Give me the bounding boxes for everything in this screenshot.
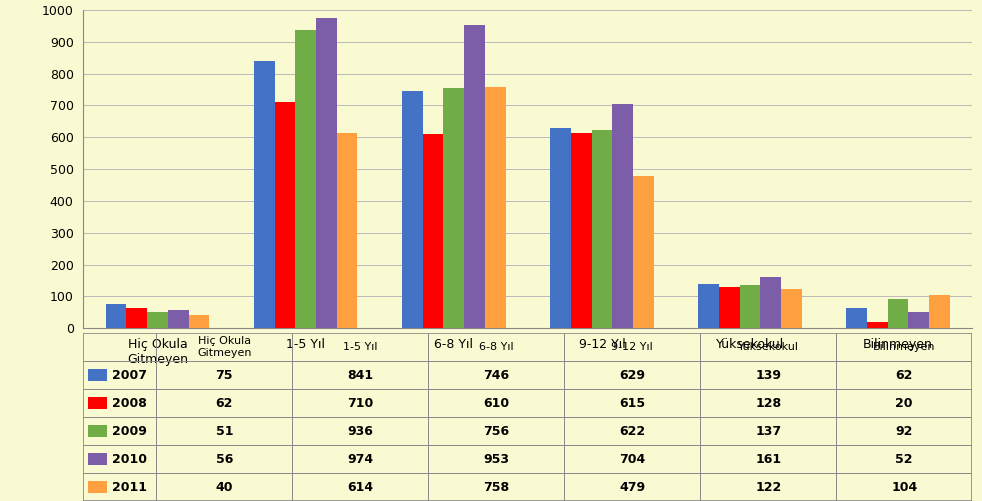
Text: 710: 710 bbox=[348, 397, 373, 410]
Bar bbox=[87, 425, 107, 437]
Text: 758: 758 bbox=[483, 480, 510, 493]
Text: 161: 161 bbox=[755, 452, 782, 465]
Bar bbox=[464, 25, 485, 328]
Text: 137: 137 bbox=[755, 424, 782, 437]
Text: 746: 746 bbox=[483, 369, 510, 382]
Text: 1-5 Yıl: 1-5 Yıl bbox=[343, 342, 377, 352]
Text: 122: 122 bbox=[755, 480, 782, 493]
Text: 953: 953 bbox=[483, 452, 510, 465]
Text: Hiç Okula
Gitmeyen: Hiç Okula Gitmeyen bbox=[197, 336, 251, 358]
Text: 974: 974 bbox=[348, 452, 373, 465]
Text: 479: 479 bbox=[620, 480, 645, 493]
Bar bbox=[189, 316, 209, 328]
Text: 9-12 Yıl: 9-12 Yıl bbox=[612, 342, 653, 352]
Bar bbox=[316, 19, 337, 328]
Bar bbox=[888, 299, 908, 328]
Text: 704: 704 bbox=[619, 452, 645, 465]
Text: Bilinmeyen: Bilinmeyen bbox=[873, 342, 936, 352]
Text: 2010: 2010 bbox=[112, 452, 146, 465]
Bar bbox=[275, 102, 296, 328]
Text: Yüksekokul: Yüksekokul bbox=[737, 342, 798, 352]
Bar bbox=[719, 288, 739, 328]
Bar bbox=[485, 87, 506, 328]
Text: 20: 20 bbox=[896, 397, 913, 410]
Text: 52: 52 bbox=[896, 452, 913, 465]
Bar bbox=[633, 176, 654, 328]
Bar bbox=[929, 295, 950, 328]
Bar bbox=[422, 134, 444, 328]
Bar bbox=[147, 312, 168, 328]
Bar bbox=[571, 132, 591, 328]
Bar bbox=[781, 290, 802, 328]
Text: 51: 51 bbox=[216, 424, 233, 437]
Text: 841: 841 bbox=[348, 369, 373, 382]
Text: 936: 936 bbox=[348, 424, 373, 437]
Bar bbox=[87, 369, 107, 381]
Text: 615: 615 bbox=[620, 397, 645, 410]
Bar bbox=[296, 31, 316, 328]
Bar bbox=[444, 88, 464, 328]
Bar bbox=[253, 61, 275, 328]
Text: 614: 614 bbox=[348, 480, 373, 493]
Text: 756: 756 bbox=[483, 424, 510, 437]
Text: 139: 139 bbox=[755, 369, 782, 382]
Text: 2009: 2009 bbox=[112, 424, 146, 437]
Bar bbox=[846, 309, 867, 328]
Bar bbox=[337, 133, 357, 328]
Bar bbox=[760, 277, 781, 328]
Bar bbox=[739, 285, 760, 328]
Text: 2007: 2007 bbox=[112, 369, 146, 382]
Bar bbox=[867, 322, 888, 328]
Text: 610: 610 bbox=[483, 397, 510, 410]
Text: 56: 56 bbox=[216, 452, 233, 465]
Bar bbox=[591, 130, 612, 328]
Bar bbox=[698, 284, 719, 328]
Text: 2008: 2008 bbox=[112, 397, 146, 410]
Text: 2011: 2011 bbox=[112, 480, 146, 493]
Text: 62: 62 bbox=[896, 369, 913, 382]
Bar bbox=[87, 481, 107, 493]
Bar bbox=[106, 304, 127, 328]
Bar bbox=[550, 128, 571, 328]
Bar bbox=[402, 91, 422, 328]
Text: 104: 104 bbox=[891, 480, 917, 493]
Text: 6-8 Yıl: 6-8 Yıl bbox=[479, 342, 514, 352]
Text: 629: 629 bbox=[620, 369, 645, 382]
Bar bbox=[87, 453, 107, 465]
Bar bbox=[612, 104, 633, 328]
Bar bbox=[908, 312, 929, 328]
Text: 128: 128 bbox=[755, 397, 782, 410]
Text: 92: 92 bbox=[896, 424, 913, 437]
Bar bbox=[127, 309, 147, 328]
Text: 75: 75 bbox=[216, 369, 233, 382]
Bar bbox=[168, 310, 189, 328]
Text: 40: 40 bbox=[216, 480, 233, 493]
Text: 62: 62 bbox=[216, 397, 233, 410]
Text: 622: 622 bbox=[620, 424, 645, 437]
Bar bbox=[87, 397, 107, 409]
